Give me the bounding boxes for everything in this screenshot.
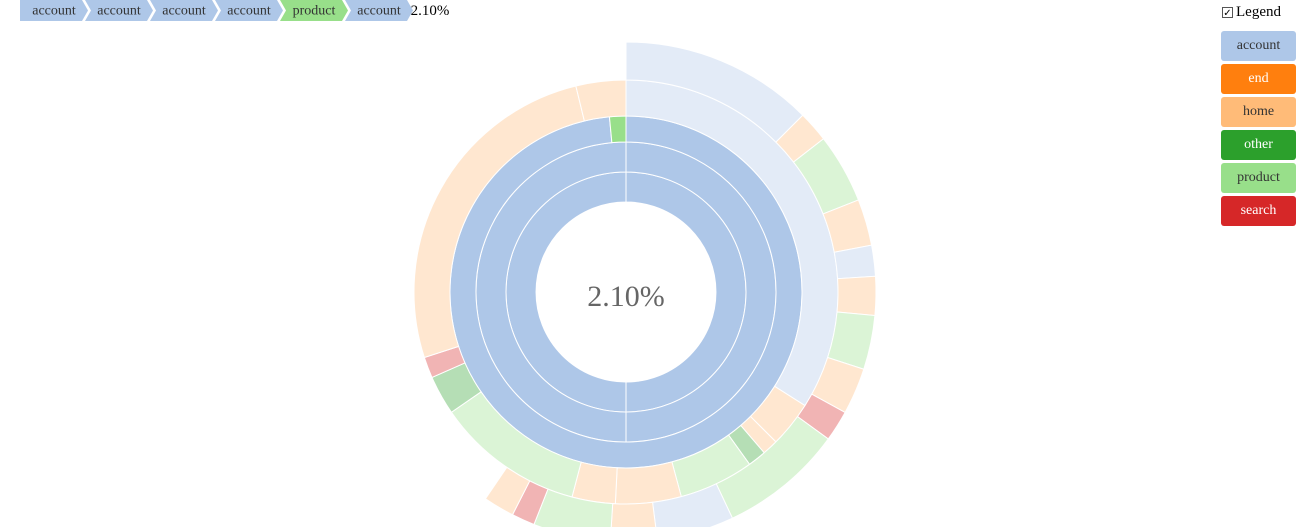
breadcrumb-step[interactable]: account — [85, 0, 153, 21]
sunburst-arc-home[interactable] — [610, 501, 657, 527]
legend-item-label: home — [1242, 104, 1275, 119]
breadcrumb-step-shape — [215, 0, 283, 21]
legend-item-label: end — [1248, 71, 1269, 86]
breadcrumb-step[interactable]: account — [150, 0, 218, 21]
breadcrumb-step-shape — [280, 0, 348, 21]
legend-item-product: product — [1221, 163, 1296, 193]
sunburst-arc-home[interactable] — [614, 461, 682, 505]
sunburst-arc-product[interactable] — [608, 115, 627, 144]
legend-toggle-label: Legend — [1236, 4, 1281, 20]
breadcrumb-step[interactable]: account — [20, 0, 88, 21]
legend-item-label: search — [1240, 203, 1277, 218]
breadcrumb-step-shape — [150, 0, 218, 21]
breadcrumb-step-label: account — [97, 3, 141, 18]
breadcrumb-trail: account account account account product accou… — [20, 0, 450, 21]
legend-item-account: account — [1221, 31, 1296, 61]
legend-item-end: end — [1221, 64, 1296, 94]
breadcrumb-step-label: account — [227, 3, 271, 18]
breadcrumb-step-label: product — [293, 3, 336, 18]
breadcrumb-step-shape — [20, 0, 88, 21]
sunburst-arc-home[interactable] — [575, 79, 627, 122]
breadcrumb-percentage: 2.10% — [411, 3, 450, 19]
legend-checkbox[interactable]: ✓ — [1222, 7, 1233, 19]
sunburst-rings — [413, 41, 877, 527]
sunburst-arc-home[interactable] — [484, 466, 531, 516]
breadcrumb: account account account account product accou… — [20, 0, 500, 22]
breadcrumb-step[interactable]: account — [345, 0, 413, 21]
legend-item-other: other — [1221, 130, 1296, 160]
breadcrumb-step[interactable]: product — [280, 0, 348, 21]
breadcrumb-step-label: account — [162, 3, 206, 18]
breadcrumb-step[interactable]: account — [215, 0, 283, 21]
legend-toggle[interactable]: ✓ Legend — [1222, 4, 1281, 21]
breadcrumb-step-label: account — [357, 3, 401, 18]
legend-item-label: product — [1237, 170, 1280, 185]
breadcrumb-step-shape — [345, 0, 413, 21]
breadcrumb-step-label: account — [32, 3, 76, 18]
legend-item-label: account — [1236, 38, 1281, 53]
legend: account end home other product search — [1221, 31, 1296, 229]
legend-item-label: other — [1244, 137, 1273, 152]
sunburst-arc-home[interactable] — [836, 275, 877, 317]
center-percentage: 2.10% — [587, 280, 665, 313]
legend-item-home: home — [1221, 97, 1296, 127]
breadcrumb-step-shape — [85, 0, 153, 21]
legend-item-search: search — [1221, 196, 1296, 226]
